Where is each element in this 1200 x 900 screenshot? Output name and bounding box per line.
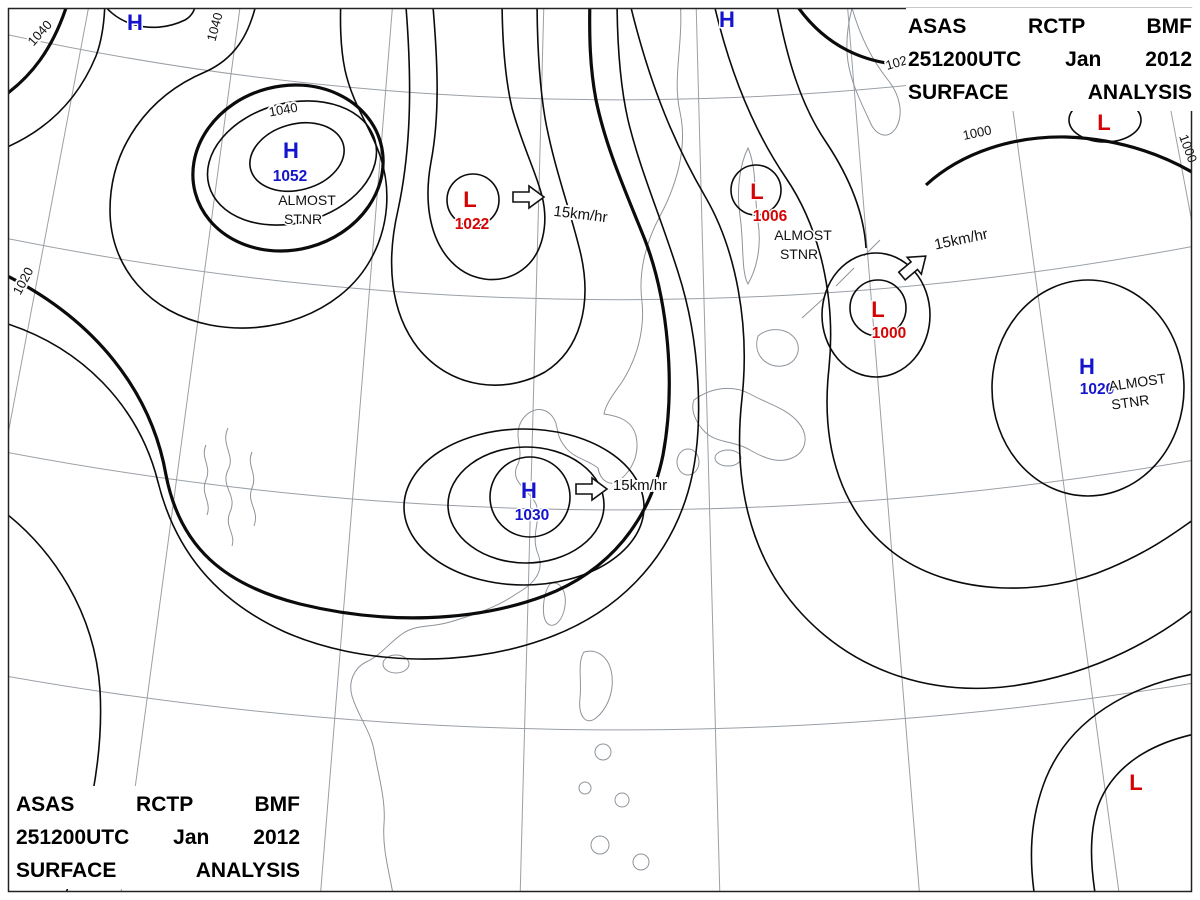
isobar-ring — [206, 100, 378, 226]
isobar-trough-line — [776, 9, 867, 249]
coastline-sakhalin — [737, 146, 760, 286]
isobar-trough-line — [630, 9, 1191, 690]
meridian-line — [519, 9, 545, 891]
isobar-line — [9, 9, 700, 660]
coastline-kyushu — [676, 448, 700, 476]
isobar-label-1000: 1000 — [961, 122, 992, 143]
isobar-ring-high-1030 — [489, 456, 571, 538]
high-symbol: H — [283, 138, 299, 163]
isobar-label-1020: 1020 — [10, 265, 37, 298]
isobar-ring-low-1000 — [849, 279, 907, 337]
motion-speed-label: 15km/hr — [933, 226, 990, 254]
low-symbol: L — [463, 187, 476, 212]
pressure-value: 1052 — [273, 168, 307, 185]
river-lines — [203, 427, 256, 547]
coastline-philippine-island — [578, 781, 592, 795]
coastlines — [203, 9, 901, 891]
coastline-philippine-island — [590, 835, 610, 855]
coastline-honshu — [692, 387, 806, 461]
stationary-note: ALMOST — [774, 227, 832, 243]
parallel-line — [9, 238, 1191, 301]
isobar-label-1040: 1040 — [268, 100, 299, 120]
stationary-note: STNR — [1110, 391, 1150, 412]
isobar-1040-corner — [9, 9, 68, 95]
coastline-hokkaido — [756, 329, 799, 367]
valid-time-line: 251200UTC Jan 2012 — [908, 48, 1192, 71]
isobar-ring-low-1022 — [446, 173, 500, 227]
meridian-line — [320, 9, 393, 891]
title-block-top-right: ASAS RCTP BMF 251200UTC Jan 2012 SURFACE… — [906, 8, 1194, 111]
valid-time-line: 251200UTC Jan 2012 — [16, 826, 300, 849]
low-symbol: L — [1097, 110, 1110, 135]
isobar-line — [106, 9, 196, 29]
stationary-note: ALMOST — [1108, 370, 1168, 394]
isobar-line — [1030, 673, 1191, 891]
isobar-ring — [109, 9, 388, 329]
high-symbol: H — [127, 10, 143, 35]
low-symbol: L — [1129, 770, 1142, 795]
pressure-systems: H H 1052 ALMOST STNR L 1022 15km/hr H L … — [126, 6, 1169, 797]
meridian-line — [695, 9, 721, 891]
coastline-hainan — [382, 654, 410, 674]
parallel-line — [9, 452, 1191, 511]
coastline-kamchatka — [846, 9, 901, 136]
high-symbol: H — [521, 478, 537, 503]
low-symbol: L — [871, 297, 884, 322]
isobar-ring-low-1000-outer — [821, 252, 931, 378]
isobar-line — [9, 9, 106, 148]
title-block-bottom-left: ASAS RCTP BMF 251200UTC Jan 2012 SURFACE… — [14, 786, 302, 889]
coastline-continent — [350, 9, 683, 891]
motion-arrow-icon — [512, 184, 546, 210]
high-symbol: H — [1079, 354, 1095, 379]
motion-speed-label: 15km/hr — [553, 203, 609, 226]
coastline-philippine-island — [594, 743, 612, 761]
map-border — [7, 7, 1193, 893]
isobar-1020-main — [9, 9, 671, 620]
low-symbol: L — [750, 179, 763, 204]
pressure-value: 1030 — [515, 507, 549, 524]
isobar-ring-low-1006 — [730, 164, 782, 216]
stationary-note: ALMOST — [278, 192, 336, 208]
coastline-shikoku — [714, 449, 742, 467]
pressure-value: 1022 — [455, 216, 489, 233]
parallel-line — [9, 676, 1191, 731]
pressure-value: 1000 — [872, 325, 906, 342]
isobar-1000-northeast — [924, 135, 1191, 187]
meridian-line — [1151, 9, 1191, 220]
motion-arrow-icon — [897, 255, 927, 281]
chart-type-line: SURFACE ANALYSIS — [908, 81, 1192, 104]
meridian-line — [9, 9, 89, 432]
meridian-line — [847, 9, 920, 891]
isobar-ring-high-1030-mid — [447, 446, 605, 564]
chart-id-line: ASAS RCTP BMF — [16, 793, 300, 816]
stationary-note: STNR — [780, 246, 818, 262]
high-symbol: H — [719, 7, 735, 32]
isobar-ring — [249, 121, 345, 193]
meridian-line — [998, 9, 1120, 891]
pressure-value: 1020 — [1080, 381, 1114, 398]
isobar-label-1040: 1040 — [204, 11, 226, 43]
isobar-trough-line — [390, 9, 586, 386]
isobar-line — [1090, 734, 1191, 891]
chart-type-line: SURFACE ANALYSIS — [16, 859, 300, 882]
coastline-philippine-island — [632, 853, 650, 871]
isobar-trough-line — [714, 9, 1191, 589]
motion-speed-label: 15km/hr — [613, 477, 667, 494]
stationary-note: STNR — [284, 211, 322, 227]
isobar-1040-ring — [191, 83, 385, 253]
chart-id-line: ASAS RCTP BMF — [908, 15, 1192, 38]
meridian-line — [120, 9, 241, 891]
isobar-trough-line — [427, 9, 546, 281]
coastline-philippine-island — [614, 792, 630, 808]
isobar-ring-high-1020-east — [991, 279, 1185, 497]
motion-arrow-icon — [575, 476, 609, 502]
pressure-value: 1006 — [753, 208, 788, 225]
coastline-luzon — [579, 650, 613, 722]
isobar-ring-high-1030-outer — [403, 428, 645, 586]
